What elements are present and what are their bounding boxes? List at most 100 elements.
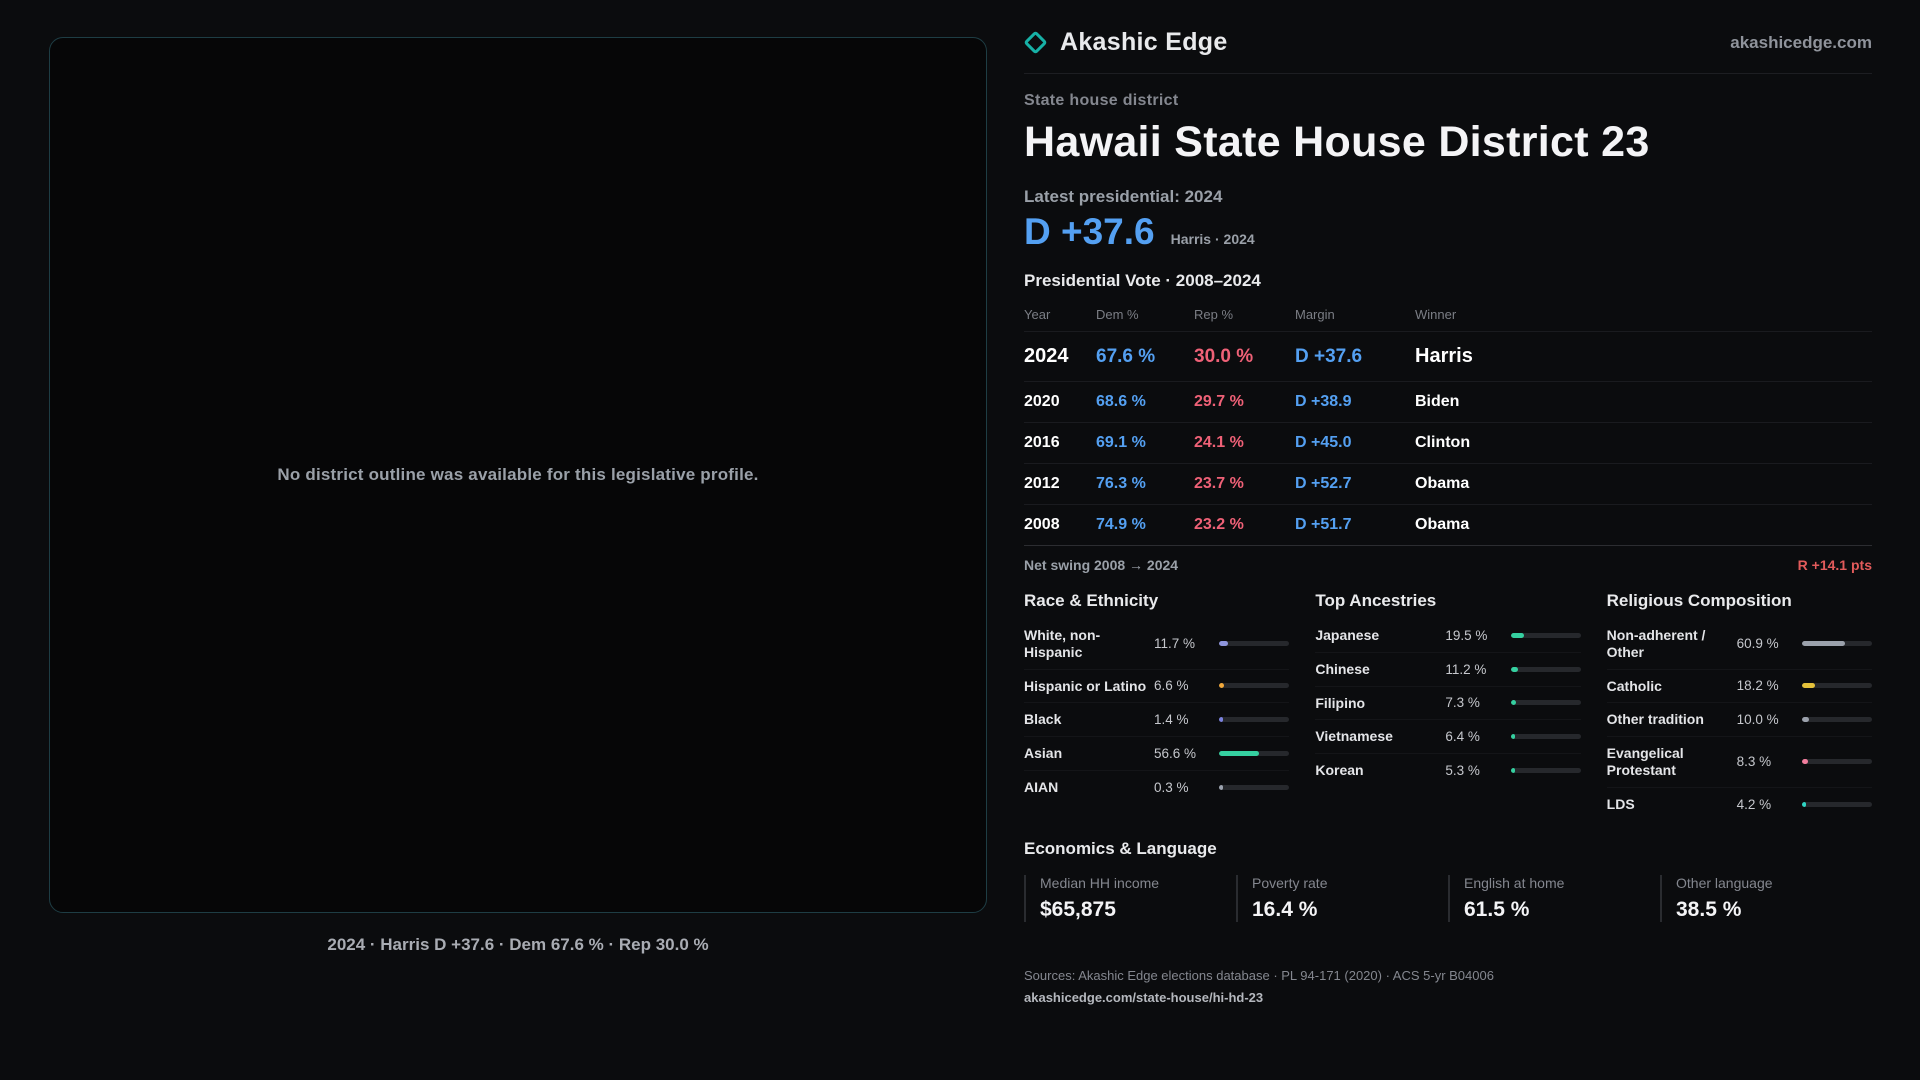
- section-title-ancestries: Top Ancestries: [1315, 591, 1437, 610]
- demo-bar-track: [1510, 632, 1581, 638]
- econ-stat-block: English at home 61.5 %: [1448, 874, 1660, 922]
- demo-row: Hispanic or Latino 6.6 %: [1024, 670, 1290, 704]
- vote-year: 2012: [1024, 475, 1060, 492]
- demo-value: 19.5 %: [1445, 627, 1488, 643]
- column-header-margin: Margin: [1295, 307, 1335, 322]
- column-header-winner: Winner: [1415, 307, 1457, 322]
- demo-row: Korean 5.3 %: [1315, 754, 1581, 787]
- vote-year: 2016: [1024, 434, 1060, 451]
- vote-margin: D +52.7: [1295, 475, 1352, 492]
- demo-label: Chinese: [1315, 660, 1370, 677]
- demo-row: Catholic 18.2 %: [1606, 670, 1872, 704]
- demo-value: 6.6 %: [1154, 678, 1189, 694]
- demographics-grid: Race & Ethnicity White, non-Hispanic 11.7…: [1024, 591, 1872, 821]
- brand-diamond-icon: [1023, 30, 1048, 55]
- demo-label: Hispanic or Latino: [1024, 677, 1147, 694]
- demo-label: Korean: [1315, 762, 1364, 779]
- econ-stat-value: 16.4 %: [1252, 897, 1318, 921]
- demo-bar-fill: [1510, 734, 1516, 740]
- net-swing-row: Net swing 2008 → 2024 R +14.1 pts: [1024, 545, 1872, 577]
- vote-dem-pct: 74.9 %: [1096, 516, 1146, 533]
- demo-value: 8.3 %: [1736, 754, 1772, 770]
- vote-table-row: 2008 74.9 % 23.2 % D +51.7 Obama: [1024, 504, 1872, 545]
- demo-bar-fill: [1802, 641, 1845, 647]
- vote-margin: D +51.7: [1295, 516, 1352, 533]
- demo-bar-fill: [1219, 641, 1228, 647]
- demo-bar-fill: [1219, 717, 1224, 723]
- demo-row: Filipino 7.3 %: [1315, 687, 1581, 721]
- demo-label: Black: [1024, 711, 1062, 728]
- vote-dem-pct: 69.1 %: [1096, 434, 1146, 451]
- demo-value: 0.3 %: [1154, 779, 1189, 795]
- demo-row: AIAN 0.3 %: [1024, 771, 1290, 804]
- demo-value: 5.3 %: [1445, 763, 1480, 779]
- vote-table-title: Presidential Vote · 2008–2024: [1024, 271, 1261, 290]
- demo-value: 11.7 %: [1154, 636, 1196, 652]
- ancestries-rows: Japanese 19.5 % Chinese 11.2 % Filipino 7.3 %…: [1315, 619, 1581, 787]
- vote-winner: Obama: [1415, 516, 1470, 533]
- site-header: Akashic Edge akashicedge.com: [1023, 28, 1872, 74]
- demo-value: 60.9 %: [1736, 636, 1779, 652]
- demo-bar-track: [1510, 700, 1581, 706]
- demo-row: Black 1.4 %: [1024, 703, 1290, 738]
- demo-label: AIAN: [1024, 778, 1059, 795]
- demo-bar-fill: [1510, 632, 1525, 638]
- vote-table-row: 2016 69.1 % 24.1 % D +45.0 Clinton: [1024, 422, 1872, 463]
- column-header-dem: Dem %: [1096, 307, 1139, 322]
- econ-stat-label: Poverty rate: [1252, 874, 1328, 891]
- vote-margin: D +37.6: [1295, 345, 1363, 367]
- econ-stats: Median HH income $65,875 Poverty rate 16.4 …: [1024, 874, 1872, 922]
- map-placeholder-text: No district outline was available for th…: [277, 465, 759, 484]
- econ-stat-label: Other language: [1676, 874, 1773, 891]
- vote-rep-pct: 24.1 %: [1194, 434, 1244, 451]
- demo-label: Vietnamese: [1315, 728, 1393, 745]
- demo-bar-fill: [1802, 801, 1806, 807]
- demo-row: Other tradition 10.0 %: [1606, 703, 1872, 738]
- map-caption: 2024 · Harris D +37.6 · Dem 67.6 % · Rep…: [327, 935, 709, 954]
- demo-bar-fill: [1219, 784, 1224, 790]
- vote-margin: D +38.9: [1295, 393, 1352, 410]
- section-title-race: Race & Ethnicity: [1024, 591, 1159, 610]
- demo-value: 7.3 %: [1445, 695, 1480, 711]
- column-header-year: Year: [1024, 307, 1051, 322]
- religious-composition-group: Religious Composition Non-adherent / Oth…: [1606, 591, 1872, 821]
- demo-row: Evangelical Protestant 8.3 %: [1606, 737, 1872, 788]
- race-rows: White, non-Hispanic 11.7 % Hispanic or Lat…: [1024, 619, 1290, 804]
- demo-bar-fill: [1802, 759, 1808, 765]
- latest-presidential-label: Latest presidential: 2024: [1024, 187, 1223, 206]
- demo-row: White, non-Hispanic 11.7 %: [1024, 619, 1290, 670]
- demo-bar-track: [1802, 717, 1872, 723]
- site-domain-link[interactable]: akashicedge.com: [1730, 32, 1872, 52]
- demo-bar-track: [1802, 683, 1872, 689]
- econ-stat-label: English at home: [1464, 874, 1565, 891]
- vote-winner: Clinton: [1415, 434, 1471, 451]
- vote-dem-pct: 68.6 %: [1096, 393, 1146, 410]
- demo-bar-track: [1219, 784, 1290, 790]
- district-map-panel: No district outline was available for th…: [49, 37, 987, 913]
- demo-bar-track: [1802, 759, 1872, 765]
- demo-bar-track: [1802, 801, 1872, 807]
- sources-line: Sources: Akashic Edge elections database…: [1024, 967, 1494, 983]
- vote-table-body: 2024 67.6 % 30.0 % D +37.6 Harris 2020 68.6 % 2…: [1024, 331, 1872, 545]
- demo-label: Japanese: [1315, 627, 1380, 643]
- religion-rows: Non-adherent / Other 60.9 % Catholic 18.2 %…: [1606, 619, 1872, 821]
- page-footer: Sources: Akashic Edge elections database…: [1024, 968, 1872, 1007]
- demo-bar-fill: [1219, 683, 1224, 689]
- econ-stat-value: 38.5 %: [1676, 897, 1742, 921]
- demo-label: LDS: [1606, 795, 1635, 812]
- demo-label: Asian: [1024, 745, 1063, 762]
- econ-stat-label: Median HH income: [1040, 874, 1160, 891]
- vote-rep-pct: 23.7 %: [1194, 475, 1244, 492]
- demo-bar-track: [1802, 641, 1872, 647]
- demo-label: Catholic: [1606, 677, 1662, 694]
- column-header-rep: Rep %: [1194, 307, 1234, 322]
- demo-row: Chinese 11.2 %: [1315, 653, 1581, 687]
- net-swing-label: Net swing 2008 → 2024: [1024, 557, 1179, 573]
- demo-label: White, non-Hispanic: [1024, 627, 1101, 660]
- permalink-link[interactable]: akashicedge.com/state-house/hi-hd-23: [1024, 989, 1264, 1005]
- demo-row: Japanese 19.5 %: [1315, 619, 1581, 653]
- page-title: Hawaii State House District 23: [1024, 118, 1650, 166]
- demo-value: 18.2 %: [1736, 678, 1779, 694]
- demo-label: Evangelical Protestant: [1606, 745, 1684, 778]
